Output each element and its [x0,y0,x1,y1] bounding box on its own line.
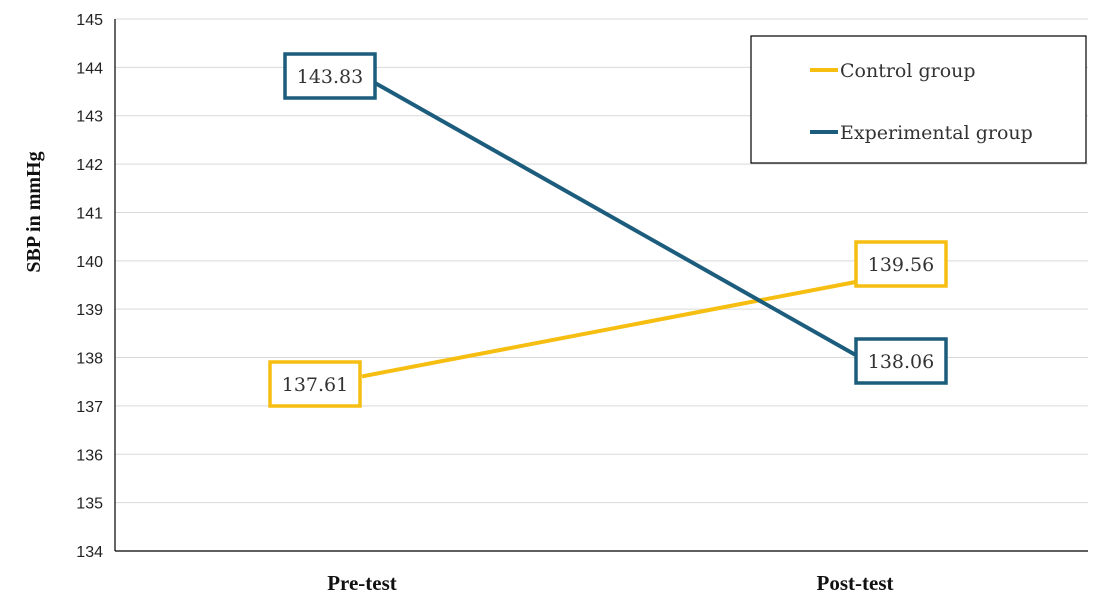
data-label-text: 143.83 [297,66,363,88]
data-label: 143.83 [283,52,377,100]
y-tick-label: 145 [76,12,103,29]
y-tick-label: 134 [76,544,103,561]
data-label-text: 137.61 [282,374,348,396]
data-label-box [854,337,948,385]
y-tick-label: 138 [76,351,103,368]
data-label: 137.61 [268,360,362,408]
y-tick-label: 135 [76,496,103,513]
series-lines [361,73,856,379]
data-labels: 137.61 139.56 143.83 138.06 [268,52,948,408]
legend-label: Control group [840,60,976,82]
y-tick-label: 144 [76,60,103,77]
y-tick-label: 139 [76,302,103,319]
data-label-text: 139.56 [868,254,934,276]
data-label-box [283,52,377,100]
data-label-box [854,240,948,288]
x-category-label: Pre-test [327,571,397,594]
series-line-control-group [361,280,856,379]
legend-label: Experimental group [840,122,1033,144]
series-line-experimental-group [361,73,856,357]
data-label: 138.06 [854,337,948,385]
data-label-box [268,360,362,408]
x-category-label: Post-test [817,571,894,594]
data-label: 139.56 [854,240,948,288]
y-axis-title: SBP in mmHg [23,151,45,272]
y-tick-label: 143 [76,109,103,126]
legend: Control group Experimental group [750,35,1087,164]
y-tick-label: 140 [76,254,103,271]
y-tick-label: 137 [76,399,103,416]
legend-box [750,35,1087,164]
data-label-text: 138.06 [868,351,934,373]
y-tick-label: 142 [76,157,103,174]
axes: 134 135 136 137 138 139 140 141 142 143 144 145 Pre-… [76,12,1088,594]
y-tick-label: 136 [76,447,103,464]
y-tick-label: 141 [76,205,103,222]
